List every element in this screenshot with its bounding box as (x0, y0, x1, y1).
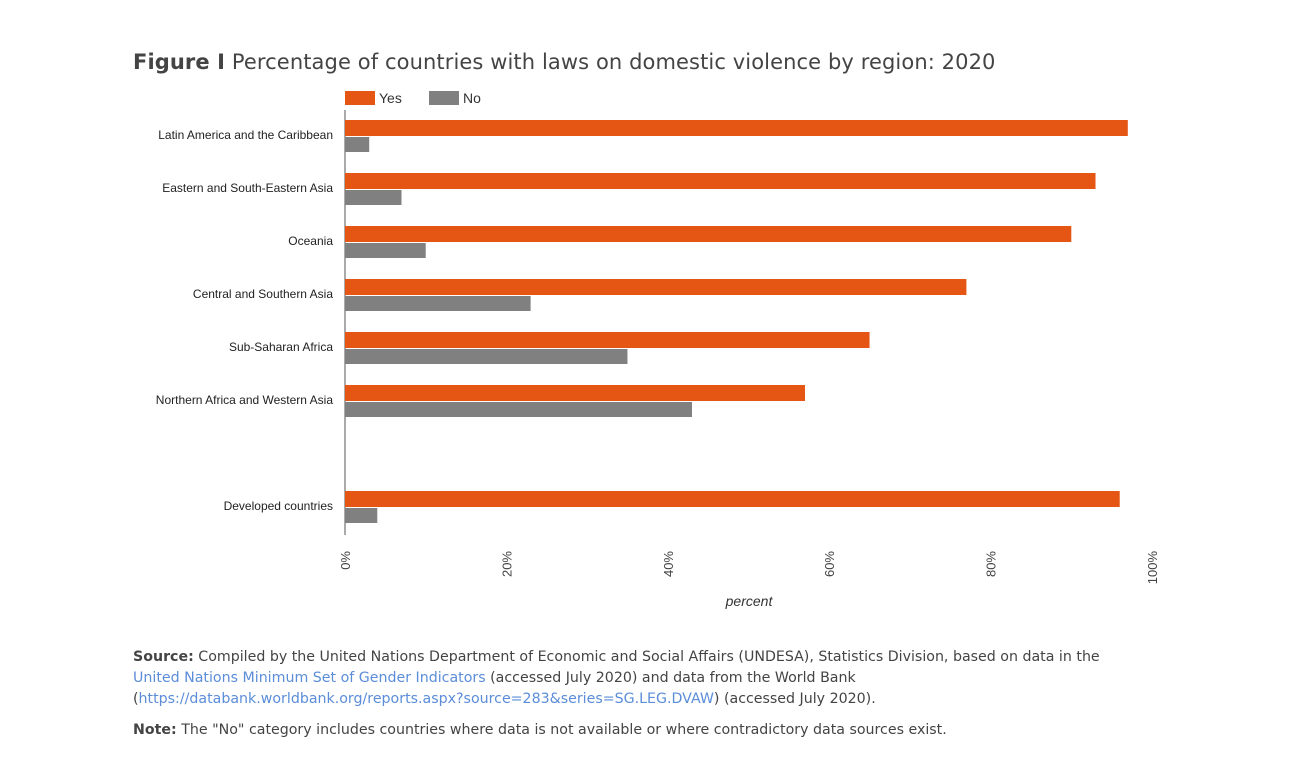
bar-no-northern-africa-and-western-asia (345, 402, 693, 417)
note-text: The "No" category includes countries whe… (176, 722, 947, 738)
legend-label-yes: Yes (379, 90, 402, 106)
source-text-3: ) (accessed July 2020). (713, 691, 876, 707)
bar-no-sub-saharan-africa (345, 349, 628, 364)
bar-no-eastern-and-south-eastern-asia (345, 190, 402, 205)
x-tick-label: 60% (822, 551, 837, 577)
legend-label-no: No (463, 90, 481, 106)
figure-title: Figure I Percentage of countries with la… (133, 50, 996, 74)
figure-label: Figure I (133, 50, 226, 74)
bar-yes-oceania (345, 226, 1072, 242)
legend-swatch-yes (345, 91, 375, 105)
legend-swatch-no (429, 91, 459, 105)
x-tick-label: 0% (338, 551, 353, 570)
bar-yes-eastern-and-south-eastern-asia (345, 173, 1096, 189)
category-label-central-and-southern-asia: Central and Southern Asia (193, 287, 333, 301)
source-note: Source: Compiled by the United Nations D… (133, 647, 1133, 710)
bar-no-central-and-southern-asia (345, 296, 531, 311)
bar-yes-developed-countries (345, 491, 1120, 507)
category-label-sub-saharan-africa: Sub-Saharan Africa (229, 340, 333, 354)
source-label: Source: (133, 649, 194, 665)
category-label-developed-countries: Developed countries (224, 499, 333, 513)
category-label-oceania: Oceania (288, 234, 333, 248)
x-tick-label: 20% (499, 551, 514, 577)
bar-no-developed-countries (345, 508, 378, 523)
note-label: Note: (133, 722, 177, 738)
category-label-latin-america-and-the-caribbean: Latin America and the Caribbean (158, 128, 333, 142)
x-tick-label: 40% (661, 551, 676, 577)
x-tick-label: 100% (1145, 551, 1160, 585)
category-label-northern-africa-and-western-asia: Northern Africa and Western Asia (156, 393, 334, 407)
bar-no-latin-america-and-the-caribbean (345, 137, 370, 152)
source-text-2: (accessed July 2020) and data from the W… (133, 670, 856, 707)
bar-yes-northern-africa-and-western-asia (345, 385, 805, 401)
figure-title-text: Percentage of countries with laws on dom… (231, 50, 996, 74)
bar-chart: Yes No Latin America and the Caribbean East… (156, 90, 1160, 609)
bar-yes-central-and-southern-asia (345, 279, 967, 295)
bar-yes-sub-saharan-africa (345, 332, 870, 348)
x-axis-label: percent (725, 593, 774, 609)
bar-yes-latin-america-and-the-caribbean (345, 120, 1128, 136)
x-tick-label: 80% (984, 551, 999, 577)
source-link-gender-indicators[interactable]: United Nations Minimum Set of Gender Ind… (133, 670, 486, 686)
data-note: Note: The "No" category includes countri… (133, 720, 1133, 741)
category-label-eastern-and-south-eastern-asia: Eastern and South-Eastern Asia (162, 181, 333, 195)
source-text-1: Compiled by the United Nations Departmen… (193, 649, 1100, 665)
source-link-worldbank[interactable]: https://databank.worldbank.org/reports.a… (138, 691, 714, 707)
bar-no-oceania (345, 243, 426, 258)
